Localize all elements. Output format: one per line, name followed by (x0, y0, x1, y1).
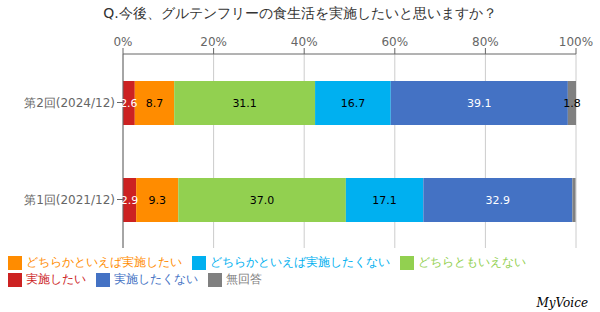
html-text:実施したい: 実施したい (26, 272, 86, 286)
svg-text:第2回(2024/12): 第2回(2024/12) (24, 96, 115, 110)
svg-text:100%: 100% (559, 35, 592, 49)
svg-text:2.9: 2.9 (121, 194, 139, 207)
html-text:実施したくない: 実施したくない (114, 272, 198, 286)
svg-text:31.1: 31.1 (232, 97, 257, 110)
svg-text:1.8: 1.8 (563, 97, 581, 110)
svg-text:第1回(2021/12): 第1回(2021/12) (24, 193, 115, 207)
svg-text:40%: 40% (291, 35, 318, 49)
html-text:どちらともいえない: どちらともいえない (418, 255, 526, 269)
html-text:どちらかといえば実施したくない: どちらかといえば実施したくない (210, 255, 390, 269)
svg-text:80%: 80% (472, 35, 499, 49)
svg-text:39.1: 39.1 (467, 97, 492, 110)
svg-text:20%: 20% (200, 35, 227, 49)
svg-text:37.0: 37.0 (250, 194, 275, 207)
svg-text:8.7: 8.7 (146, 97, 164, 110)
svg-text:32.9: 32.9 (486, 194, 511, 207)
svg-text:60%: 60% (381, 35, 408, 49)
svg-text:2.6: 2.6 (120, 97, 138, 110)
svg-text:0%: 0% (113, 35, 132, 49)
html-text:どちらかといえば実施したい: どちらかといえば実施したい (26, 255, 182, 269)
svg-text:16.7: 16.7 (341, 97, 366, 110)
html-text:無回答: 無回答 (226, 272, 262, 286)
svg-text:17.1: 17.1 (372, 194, 397, 207)
svg-text:9.3: 9.3 (148, 194, 166, 207)
html-text:MyVoice: MyVoice (536, 296, 588, 310)
html-text:Q.今後、グルテンフリーの食生活を実施したいと思いますか？: Q.今後、グルテンフリーの食生活を実施したいと思いますか？ (103, 5, 497, 21)
